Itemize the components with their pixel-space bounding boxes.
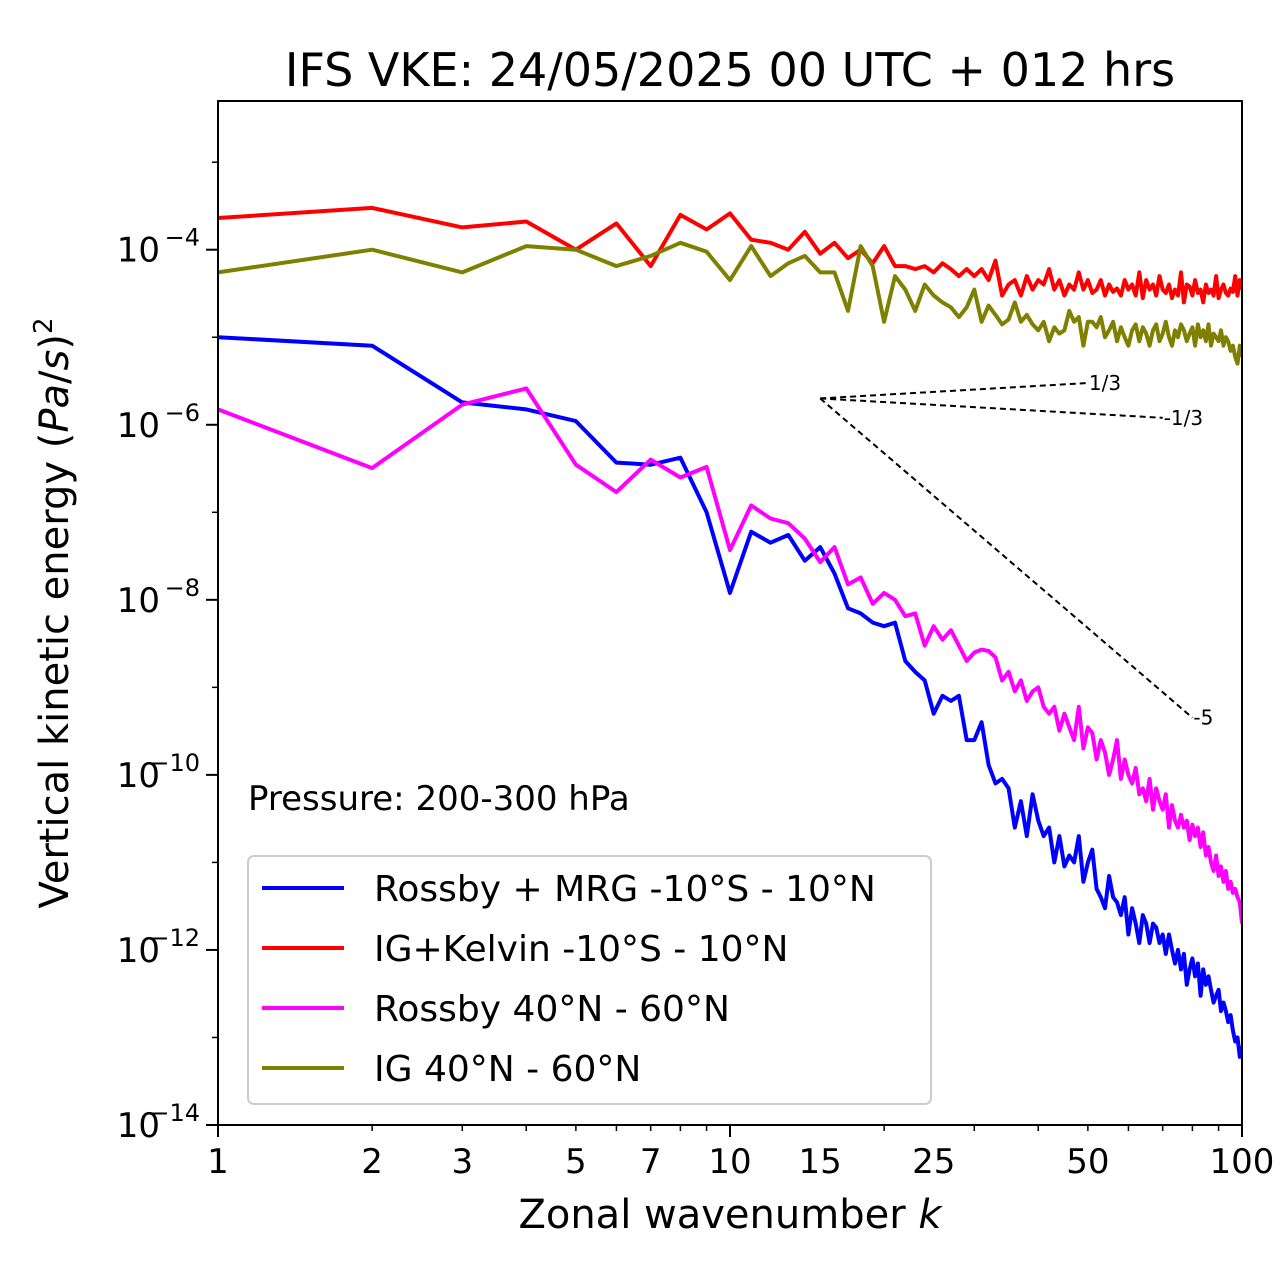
y-tick-base: 10 <box>117 581 160 621</box>
x-tick-label: 15 <box>799 1142 842 1182</box>
slope-line-2 <box>820 397 1163 419</box>
legend-label-1: Rossby + MRG -10°S - 10°N <box>374 869 876 910</box>
y-tick-exponent: −12 <box>149 924 200 952</box>
series-line-2 <box>218 205 1242 305</box>
x-axis-label-var: k <box>918 1192 943 1238</box>
y-tick-exponent: −4 <box>165 224 200 252</box>
y-tick-base: 10 <box>117 756 160 796</box>
y-axis-label-var: Pa <box>32 384 78 433</box>
y-tick-base: 10 <box>117 1106 160 1146</box>
plot-content: 1/3 -1/3 -5 <box>218 205 1242 1059</box>
x-axis-label-text: Zonal wavenumber <box>518 1192 918 1238</box>
x-tick-label: 50 <box>1066 1142 1109 1182</box>
y-tick-exponent: −14 <box>149 1099 200 1127</box>
y-axis-label-var2: s <box>32 350 78 371</box>
legend: Rossby + MRG -10°S - 10°N IG+Kelvin -10°S… <box>247 855 932 1105</box>
pressure-annotation: Pressure: 200-300 hPa <box>248 779 630 819</box>
y-tick-base: 10 <box>117 406 160 446</box>
y-tick-exponent: −6 <box>165 399 200 427</box>
x-tick-label: 100 <box>1210 1142 1275 1182</box>
slope-label-3: -5 <box>1193 706 1213 730</box>
slope-line-3 <box>819 397 1194 719</box>
y-tick-exponent: −10 <box>149 749 200 777</box>
slope-line-1 <box>820 382 1088 400</box>
x-tick-label: 3 <box>451 1142 473 1182</box>
y-tick-label: 10 <box>117 581 160 621</box>
y-tick-exponent: −8 <box>165 574 200 602</box>
y-tick-label: 10 <box>117 406 160 446</box>
y-tick-label: 10 <box>117 1106 160 1146</box>
series-line-4 <box>218 240 1242 366</box>
legend-label-2: IG+Kelvin -10°S - 10°N <box>374 929 788 970</box>
y-tick-label: 10 <box>117 931 160 971</box>
y-axis-label-close: ) <box>32 334 78 350</box>
x-tick-label: 25 <box>912 1142 955 1182</box>
y-tick-base: 10 <box>117 931 160 971</box>
x-tick-label: 7 <box>640 1142 662 1182</box>
series-line-3 <box>218 386 1242 924</box>
y-axis-label-exp: 2 <box>29 317 59 334</box>
chart-title: IFS VKE: 24/05/2025 00 UTC + 012 hrs <box>285 43 1175 97</box>
x-tick-label: 1 <box>207 1142 229 1182</box>
x-tick-label: 10 <box>708 1142 751 1182</box>
x-axis: 1 2 3 5 7 10 15 25 50 100 <box>207 1125 1274 1182</box>
y-tick-base: 10 <box>117 231 160 271</box>
x-axis-label: Zonal wavenumber k <box>518 1192 943 1238</box>
y-axis-label: Vertical kinetic energy (Pa/s)2 <box>29 317 78 908</box>
y-axis-label-text: Vertical kinetic energy ( <box>32 433 78 909</box>
y-tick-label: 10 <box>117 756 160 796</box>
legend-label-4: IG 40°N - 60°N <box>374 1049 641 1090</box>
x-tick-label: 5 <box>565 1142 587 1182</box>
slope-label-1: 1/3 <box>1089 371 1121 395</box>
x-tick-label: 2 <box>361 1142 383 1182</box>
legend-label-3: Rossby 40°N - 60°N <box>374 989 730 1030</box>
series-line-1 <box>218 335 1242 1059</box>
legend-box <box>247 855 932 1105</box>
y-tick-label: 10 <box>117 231 160 271</box>
slope-label-2: -1/3 <box>1164 406 1203 430</box>
y-axis-label-slash: / <box>32 370 78 384</box>
